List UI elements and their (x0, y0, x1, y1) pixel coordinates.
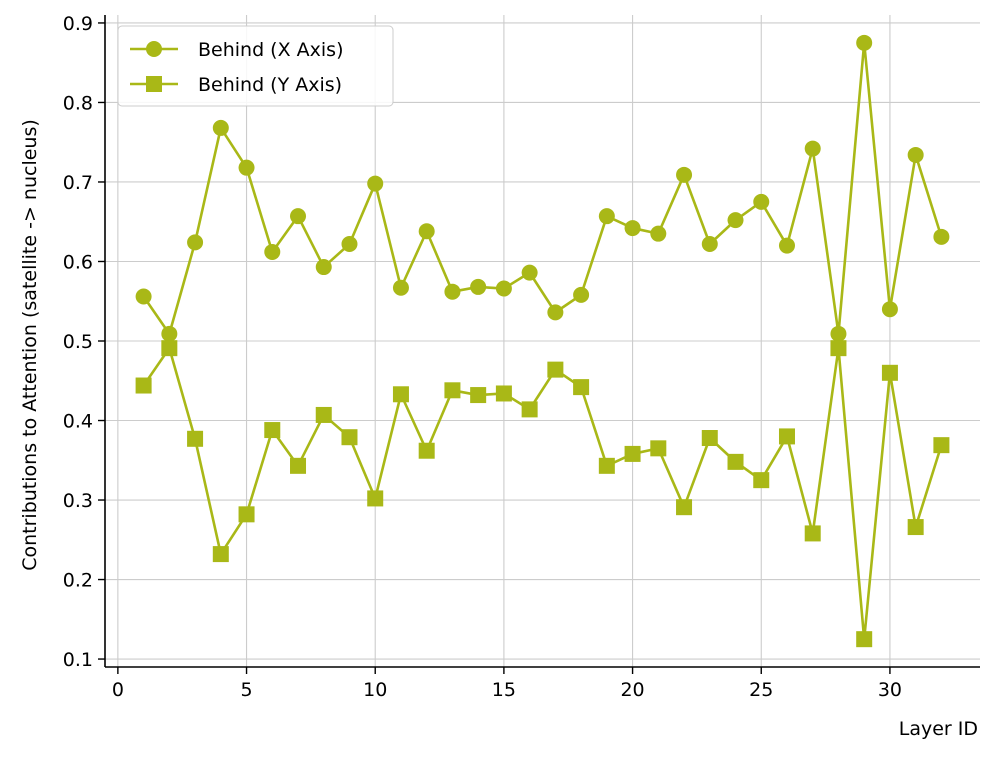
y-ticks: 0.1 0.2 0.3 0.4 0.5 0.6 0.7 0.8 0.9 (63, 13, 105, 671)
data-point (547, 304, 564, 321)
data-point (418, 223, 435, 240)
data-point (778, 237, 795, 254)
data-point (650, 440, 667, 457)
x-tick-label: 5 (240, 679, 252, 701)
data-point (161, 325, 178, 342)
data-point (290, 208, 307, 225)
data-point (495, 280, 512, 297)
y-tick-label: 0.5 (63, 331, 93, 353)
data-point (624, 220, 641, 237)
data-point (238, 159, 255, 176)
y-tick-label: 0.7 (63, 172, 93, 194)
data-point (650, 225, 667, 242)
data-point (624, 445, 641, 462)
x-tick-label: 10 (363, 679, 387, 701)
data-point (804, 140, 821, 157)
legend-marker-x-axis (146, 41, 162, 57)
data-point (907, 146, 924, 163)
data-point (444, 283, 461, 300)
y-tick-label: 0.9 (63, 13, 93, 35)
legend: Behind (X Axis) Behind (Y Axis) (117, 25, 394, 107)
data-point (727, 212, 744, 229)
legend-marker-y-axis (146, 76, 162, 92)
data-point (212, 119, 229, 136)
y-tick-label: 0.4 (63, 411, 93, 433)
y-axis-title: Contributions to Attention (satellite ->… (19, 119, 41, 571)
data-point (933, 437, 950, 454)
data-point (315, 406, 332, 423)
data-point (881, 301, 898, 318)
data-point (727, 453, 744, 470)
x-tick-label: 25 (749, 679, 773, 701)
data-point (856, 631, 873, 648)
data-point (187, 234, 204, 251)
data-point (161, 340, 178, 357)
data-point (598, 457, 615, 474)
series-1 (135, 34, 950, 342)
data-point (573, 379, 590, 396)
data-point (135, 288, 152, 305)
y-tick-label: 0.2 (63, 570, 93, 592)
data-point (264, 243, 281, 260)
legend-label-y-axis: Behind (Y Axis) (198, 74, 342, 96)
data-point (856, 34, 873, 51)
y-tick-label: 0.6 (63, 251, 93, 273)
data-point (521, 264, 538, 281)
data-point (778, 428, 795, 445)
y-tick-label: 0.1 (63, 649, 93, 671)
data-point (264, 422, 281, 439)
data-point (238, 506, 255, 523)
x-tick-label: 20 (620, 679, 644, 701)
data-point (933, 228, 950, 245)
data-point (830, 340, 847, 357)
data-point (676, 166, 693, 183)
data-point (753, 193, 770, 210)
legend-box (117, 25, 394, 107)
data-point (444, 382, 461, 399)
data-point (830, 325, 847, 342)
data-point (315, 259, 332, 276)
x-tick-label: 0 (112, 679, 124, 701)
gridlines (105, 15, 980, 667)
x-tick-label: 30 (878, 679, 902, 701)
data-point (341, 429, 358, 446)
data-point (881, 364, 898, 381)
y-tick-label: 0.8 (63, 92, 93, 114)
legend-label-x-axis: Behind (X Axis) (198, 39, 344, 61)
x-tick-label: 15 (492, 679, 516, 701)
data-point (907, 519, 924, 536)
data-point (392, 386, 409, 403)
data-point (187, 430, 204, 447)
x-ticks: 0 5 10 15 20 25 30 (112, 667, 902, 701)
data-point (392, 279, 409, 296)
data-point (753, 472, 770, 489)
data-point (470, 278, 487, 295)
data-point (367, 175, 384, 192)
data-point (418, 442, 435, 459)
data-point (367, 490, 384, 507)
data-point (804, 525, 821, 542)
data-point (290, 457, 307, 474)
data-point (701, 235, 718, 252)
data-point (598, 208, 615, 225)
data-point (135, 377, 152, 394)
series-layer (135, 34, 950, 648)
data-point (547, 361, 564, 378)
data-point (521, 401, 538, 418)
data-point (676, 499, 693, 516)
data-point (470, 387, 487, 404)
series-2 (135, 340, 950, 648)
data-point (495, 385, 512, 402)
y-tick-label: 0.3 (63, 490, 93, 512)
x-axis-title: Layer ID (899, 718, 978, 740)
data-point (573, 286, 590, 303)
data-point (341, 235, 358, 252)
data-point (701, 430, 718, 447)
data-point (212, 546, 229, 563)
